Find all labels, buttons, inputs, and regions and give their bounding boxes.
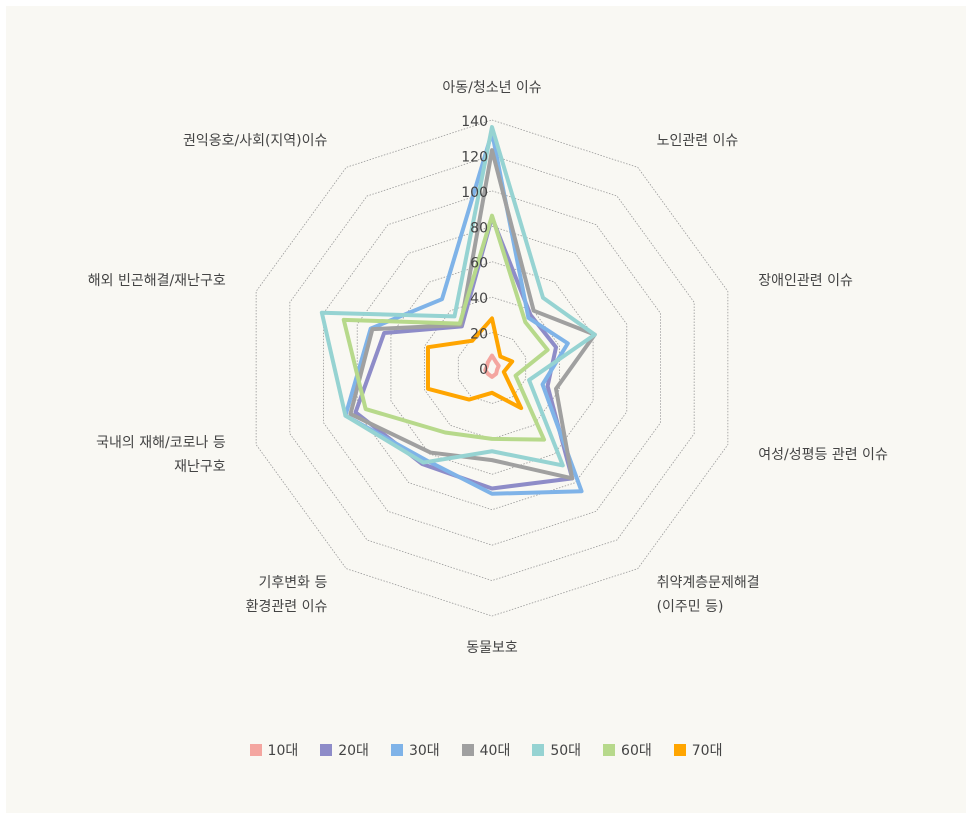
legend-label: 70대 bbox=[691, 743, 723, 759]
legend-swatch bbox=[390, 744, 403, 756]
legend-item: 10대 bbox=[249, 740, 299, 760]
legend-swatch bbox=[320, 744, 333, 756]
legend-swatch bbox=[461, 744, 474, 756]
tick-label: 0 bbox=[479, 362, 488, 378]
tick-label: 120 bbox=[461, 149, 488, 165]
series-line bbox=[341, 213, 550, 442]
legend-label: 10대 bbox=[267, 743, 299, 759]
legend: 10대 20대 30대 40대 50대 60대 70대 bbox=[0, 740, 972, 760]
category-label: 국내의 재해/코로나 등 재난구호 bbox=[96, 434, 226, 475]
legend-label: 30대 bbox=[408, 743, 440, 759]
series-line bbox=[425, 316, 524, 411]
grid-ring bbox=[356, 225, 628, 511]
legend-label: 60대 bbox=[621, 743, 652, 759]
grid-ring bbox=[390, 261, 594, 475]
grid-ring bbox=[457, 332, 527, 404]
legend-item: 30대 bbox=[390, 740, 440, 760]
series-line bbox=[483, 353, 501, 379]
category-label: 권익옹호/사회(지역)이슈 bbox=[182, 133, 328, 150]
legend-item: 60대 bbox=[603, 740, 652, 760]
legend-swatch bbox=[603, 744, 616, 756]
grid-ring bbox=[255, 119, 729, 617]
legend-label: 40대 bbox=[479, 743, 511, 759]
legend-label: 50대 bbox=[550, 743, 582, 759]
chart-panel bbox=[6, 6, 966, 813]
category-label: 장애인관련 이슈 bbox=[758, 273, 853, 290]
legend-label: 20대 bbox=[338, 743, 369, 759]
tick-label: 60 bbox=[470, 256, 488, 272]
category-label: 여성/성평등 관련 이슈 bbox=[758, 446, 888, 463]
tick-label: 100 bbox=[461, 185, 488, 201]
legend-item: 70대 bbox=[673, 740, 723, 760]
legend-swatch bbox=[673, 744, 686, 756]
legend-item: 40대 bbox=[461, 740, 511, 760]
category-label: 아동/청소년 이슈 bbox=[442, 80, 542, 96]
tick-label: 140 bbox=[461, 114, 488, 130]
category-label: 기후변화 등 환경관련 이슈 bbox=[245, 574, 328, 615]
series-line bbox=[353, 215, 575, 491]
category-label: 노인관련 이슈 bbox=[656, 133, 739, 150]
grid-ring bbox=[323, 190, 661, 546]
series-line bbox=[343, 130, 584, 496]
tick-label: 20 bbox=[470, 327, 488, 343]
category-label: 취약계층문제해결 (이주민 등) bbox=[656, 574, 760, 615]
legend-swatch bbox=[532, 744, 545, 756]
tick-label: 40 bbox=[470, 291, 488, 307]
legend-item: 20대 bbox=[320, 740, 369, 760]
tick-label: 80 bbox=[470, 220, 488, 236]
category-label: 동물보호 bbox=[466, 640, 518, 656]
category-label: 해외 빈곤해결/재난구호 bbox=[87, 273, 226, 290]
series-line bbox=[319, 125, 597, 468]
series-line bbox=[348, 148, 597, 481]
legend-item: 50대 bbox=[532, 740, 581, 760]
legend-swatch bbox=[249, 744, 262, 756]
